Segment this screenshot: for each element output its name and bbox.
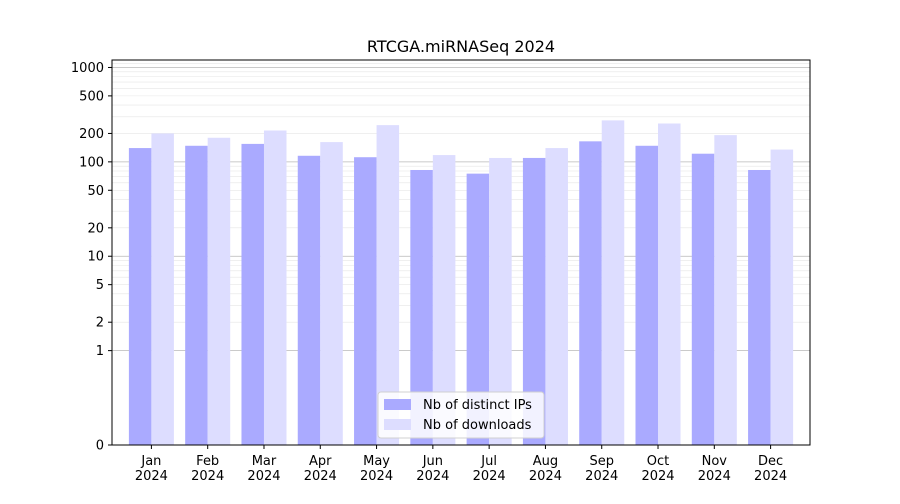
x-tick-label: Aug 2024	[529, 454, 562, 484]
bar-downloads	[207, 137, 231, 445]
bar-downloads	[320, 142, 343, 445]
y-tick-label: 1	[96, 344, 104, 359]
bar-distinct-ips	[128, 148, 152, 445]
legend: Nb of distinct IPs Nb of downloads	[377, 391, 545, 439]
x-tick-label: Nov 2024	[698, 454, 731, 484]
bar-downloads	[151, 133, 174, 445]
y-tick-label: 1000	[71, 61, 104, 76]
bar-distinct-ips	[241, 143, 264, 445]
x-tick-label: May 2024	[360, 454, 393, 484]
legend-box	[377, 391, 545, 439]
y-tick-label: 100	[79, 155, 104, 170]
y-tick-label: 20	[87, 221, 104, 236]
y-tick-label: 50	[87, 184, 104, 199]
x-tick-label: Dec 2024	[754, 454, 787, 484]
bar-distinct-ips	[410, 169, 433, 446]
y-tick-label: 10	[87, 250, 104, 265]
bar-distinct-ips	[522, 157, 546, 445]
bar-downloads	[376, 125, 400, 446]
bar-downloads	[489, 157, 512, 445]
bar-distinct-ips	[354, 157, 377, 446]
x-tick-label: Jun 2024	[416, 454, 449, 484]
x-tick-label: Jul 2024	[473, 454, 506, 484]
bar-downloads	[658, 123, 681, 446]
x-tick-label: Oct 2024	[641, 454, 674, 484]
bar-distinct-ips	[466, 173, 490, 446]
y-tick-label: 500	[79, 89, 104, 104]
x-tick-label: Apr 2024	[304, 454, 337, 484]
y-tick-label: 200	[79, 127, 104, 142]
x-tick-label: Mar 2024	[247, 454, 280, 484]
bar-distinct-ips	[297, 155, 321, 445]
bar-distinct-ips	[748, 169, 771, 446]
bar-distinct-ips	[691, 153, 715, 445]
legend-swatch	[384, 419, 411, 430]
bar-downloads	[545, 148, 568, 445]
chart-title: RTCGA.miRNASeq 2024	[367, 37, 555, 56]
x-tick-label: Sep 2024	[585, 454, 618, 484]
bar-downloads	[770, 149, 794, 445]
y-tick-label: 5	[96, 278, 104, 293]
legend-swatch	[384, 399, 411, 410]
bar-downloads	[601, 120, 625, 445]
y-tick-label: 2	[96, 316, 104, 331]
bar-downloads	[263, 130, 287, 446]
bar-distinct-ips	[579, 141, 602, 446]
bars	[128, 120, 794, 446]
bar-downloads	[714, 135, 737, 445]
axes: 0 1 2 5 10 20 50 100 200 500 1000 Jan 2024 Feb 2024 Mar…	[71, 59, 811, 484]
plot-frame	[111, 59, 811, 446]
x-tick-label: Jan 2024	[135, 454, 168, 484]
x-tick-label: Feb 2024	[191, 454, 224, 484]
legend-label: Nb of downloads	[423, 418, 532, 433]
legend-label: Nb of distinct IPs	[423, 398, 532, 413]
bar-distinct-ips	[635, 145, 659, 446]
bar-downloads	[432, 155, 456, 445]
y-tick-label: 0	[96, 439, 104, 454]
bar-distinct-ips	[185, 145, 208, 446]
